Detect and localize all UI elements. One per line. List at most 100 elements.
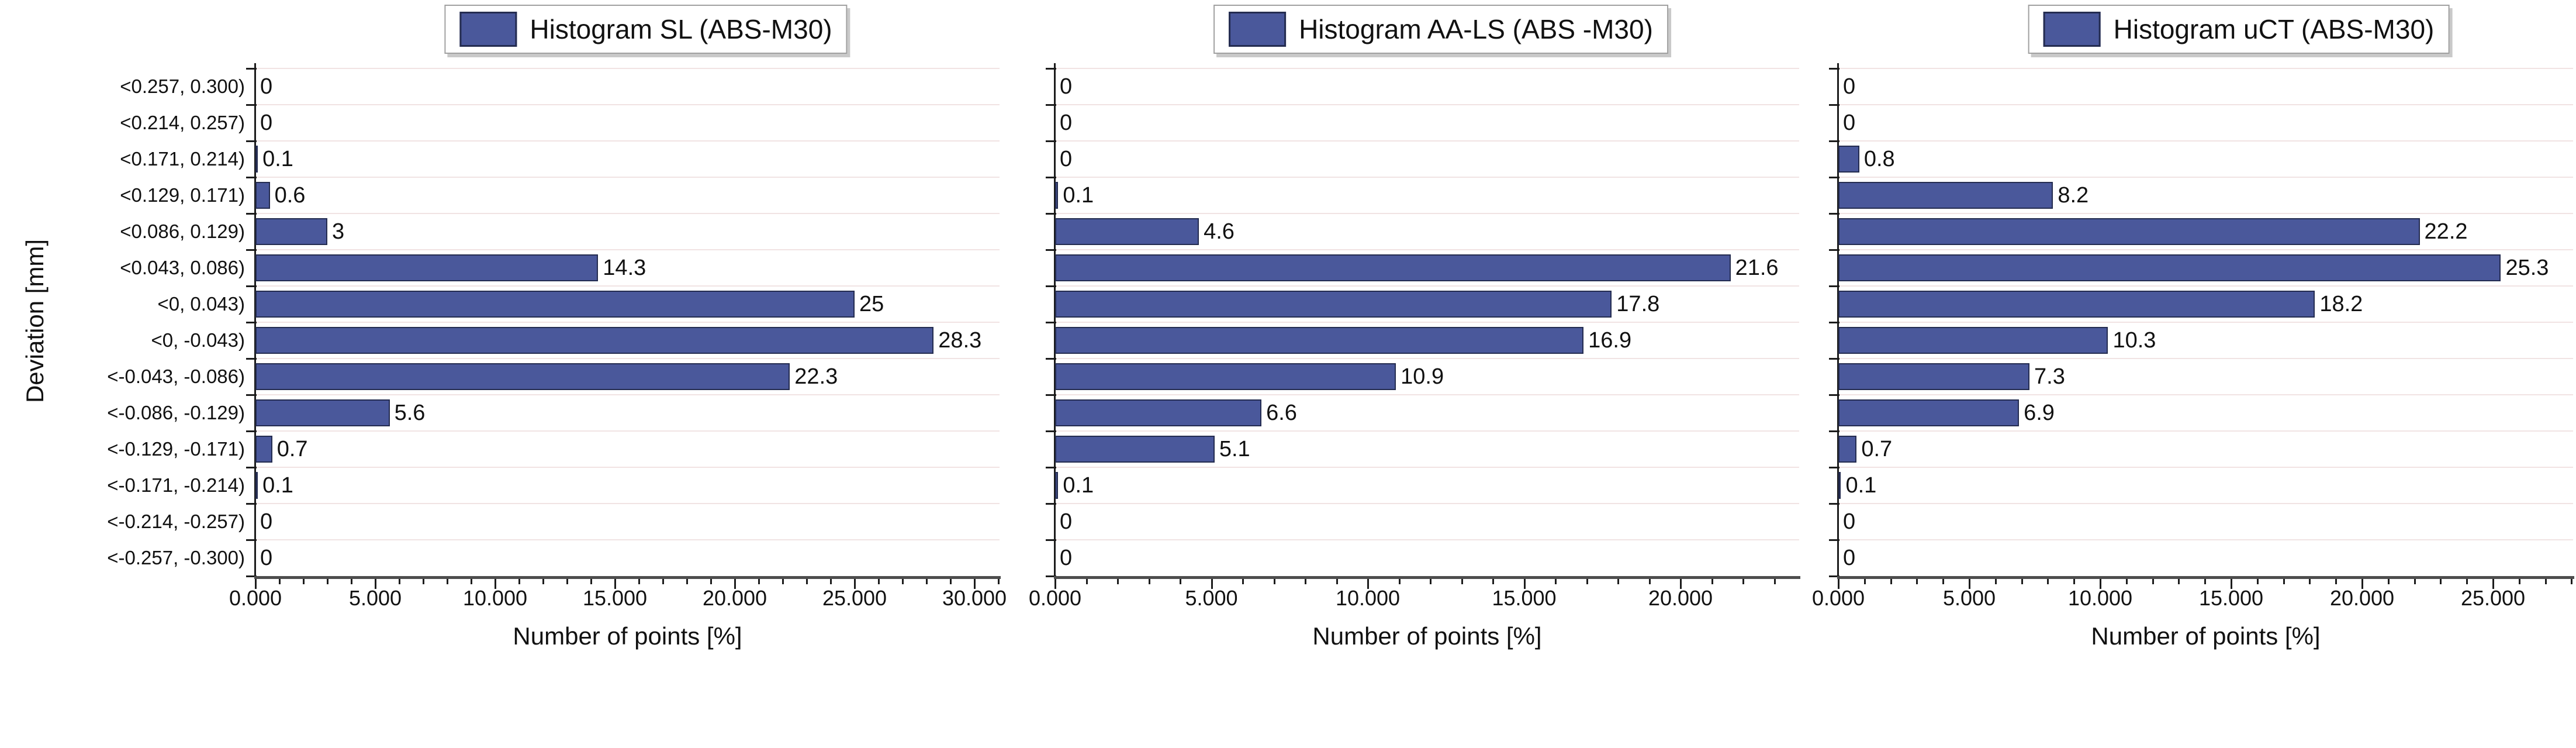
gridline — [1055, 177, 1799, 178]
y-axis-tick — [246, 358, 257, 360]
y-bin-label: <-0.171, -0.214) — [107, 474, 245, 496]
x-axis-major-tick — [495, 579, 496, 589]
x-axis-minor-tick — [1863, 579, 1866, 584]
x-axis-minor-tick — [423, 579, 424, 584]
gridline — [1055, 358, 1799, 359]
x-axis-major-tick — [734, 579, 736, 589]
bar-value-label: 10.3 — [2112, 328, 2156, 353]
gridline — [255, 394, 1000, 395]
bar-value-label: 3 — [332, 219, 345, 244]
x-axis-major-tick — [614, 579, 616, 589]
gridline — [1055, 394, 1799, 395]
bar-value-label: 0 — [260, 509, 273, 534]
x-axis-major-tick — [2492, 579, 2494, 589]
bar — [1838, 436, 1857, 463]
x-axis-minor-tick — [2125, 579, 2128, 584]
bar — [1055, 182, 1059, 209]
x-axis-minor-tick — [1942, 579, 1945, 584]
x-axis-minor-tick — [327, 579, 329, 584]
x-axis-minor-tick — [1180, 579, 1181, 584]
x-axis-minor-tick — [998, 579, 1000, 584]
legend-swatch-icon — [1229, 12, 1287, 47]
bar — [1838, 363, 2030, 390]
gridline — [1838, 503, 2573, 504]
bar-value-label: 25.3 — [2505, 256, 2549, 280]
x-axis-major-tick — [2361, 579, 2363, 589]
x-axis-minor-tick — [2414, 579, 2416, 584]
x-axis-minor-tick — [902, 579, 904, 584]
bar-value-label: 17.8 — [1616, 292, 1660, 316]
x-axis-title: Number of points [%] — [513, 622, 742, 650]
x-axis-minor-tick — [2204, 579, 2207, 584]
gridline — [255, 539, 1000, 540]
y-axis-tick — [246, 104, 257, 106]
y-axis-tick — [246, 467, 257, 468]
y-axis-tick — [1046, 68, 1056, 70]
x-axis-minor-tick — [1492, 579, 1494, 584]
x-axis-minor-tick — [447, 579, 448, 584]
bar — [1055, 218, 1199, 245]
x-axis-major-tick — [1680, 579, 1682, 589]
x-axis-minor-tick — [1398, 579, 1401, 584]
x-axis-tick-label: 10.000 — [1335, 586, 1401, 610]
gridline — [255, 503, 1000, 504]
y-axis-tick — [1829, 68, 1839, 70]
bar — [1055, 291, 1612, 318]
x-axis-tick-label: 5.000 — [1185, 586, 1238, 610]
gridline — [1055, 140, 1799, 142]
bar-value-label: 5.6 — [394, 401, 426, 425]
gridline — [1838, 467, 2573, 468]
gridline — [1055, 285, 1799, 287]
bar — [1838, 182, 2053, 209]
gridline — [1838, 539, 2573, 540]
gridline — [1838, 177, 2573, 178]
gridline — [1838, 394, 2573, 395]
bar-value-label: 0 — [1060, 111, 1073, 135]
y-axis-tick — [1829, 213, 1839, 215]
y-bin-label: <0.214, 0.257) — [120, 112, 245, 133]
x-axis-minor-tick — [351, 579, 352, 584]
x-axis-minor-tick — [1994, 579, 1997, 584]
bar — [255, 399, 390, 426]
gridline — [255, 249, 1000, 250]
bar — [1838, 472, 1841, 499]
bar — [1838, 146, 1859, 173]
gridline — [255, 213, 1000, 214]
x-axis-major-tick — [1367, 579, 1369, 589]
bar-value-label: 5.1 — [1219, 437, 1250, 461]
x-axis-major-tick — [255, 579, 257, 589]
y-axis-tick — [246, 68, 257, 70]
bar-value-label: 0 — [1843, 509, 1856, 534]
x-axis-minor-tick — [2047, 579, 2049, 584]
bar — [1055, 254, 1731, 281]
x-axis-minor-tick — [2544, 579, 2547, 584]
x-axis-minor-tick — [686, 579, 688, 584]
y-bin-label: <0.171, 0.214) — [120, 148, 245, 170]
gridline — [1838, 285, 2573, 287]
y-axis-tick — [1829, 285, 1839, 287]
y-bin-label: <-0.129, -0.171) — [107, 438, 245, 460]
x-axis-tick-label: 10.000 — [462, 586, 528, 610]
x-axis-minor-tick — [1085, 579, 1088, 584]
x-axis-major-tick — [854, 579, 856, 589]
gridline — [1055, 68, 1799, 69]
gridline — [1055, 467, 1799, 468]
bar-value-label: 0 — [1060, 546, 1073, 570]
x-axis-tick-label: 10.000 — [2067, 586, 2133, 610]
x-axis-minor-tick — [926, 579, 928, 584]
x-axis-minor-tick — [2309, 579, 2311, 584]
x-axis-minor-tick — [878, 579, 880, 584]
gridline — [255, 68, 1000, 69]
bar-value-label: 0 — [1060, 147, 1073, 171]
x-axis-minor-tick — [1430, 579, 1432, 584]
gridline — [1055, 322, 1799, 323]
x-axis-tick-label: 5.000 — [348, 586, 402, 610]
y-bin-label: <0.043, 0.086) — [120, 257, 245, 278]
y-axis-tick — [246, 430, 257, 432]
gridline — [1838, 322, 2573, 323]
bar — [255, 472, 258, 499]
bar-value-label: 0 — [1843, 74, 1856, 99]
bar-value-label: 0.7 — [276, 437, 308, 461]
x-axis-minor-tick — [2256, 579, 2259, 584]
x-axis-tick-label: 25.000 — [2460, 586, 2526, 610]
